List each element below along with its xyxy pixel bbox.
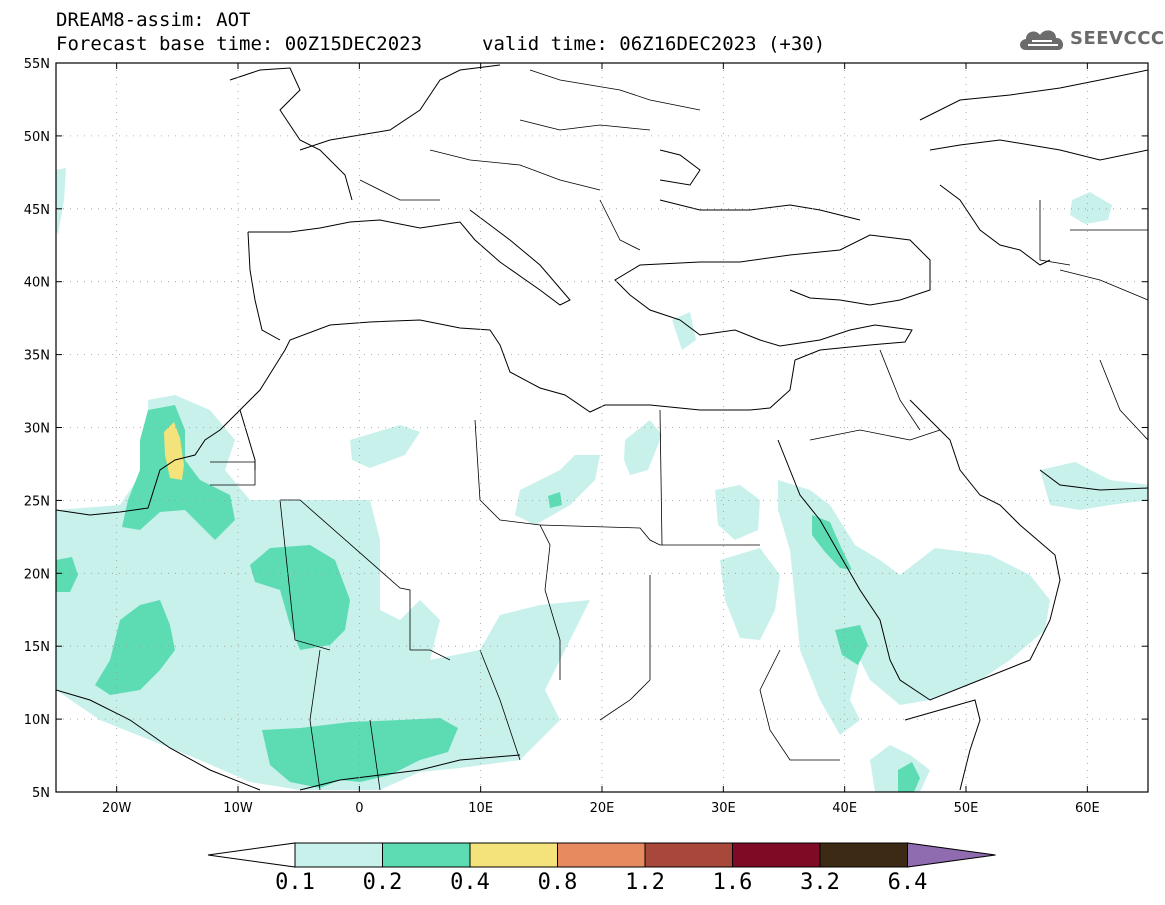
lat-label: 30N [24,422,50,437]
colorbar-label: 0.1 [275,870,315,895]
colorbar-arrow-high [907,842,996,868]
colorbar-swatch [644,842,733,868]
colorbar-label: 0.8 [538,870,578,895]
logo-text: SEEVCCC [1070,28,1165,49]
lat-label: 45N [24,203,50,218]
colorbar-labels: 0.1 0.2 0.4 0.8 1.2 1.6 3.2 6.4 [275,870,927,895]
seevccc-logo: SEEVCCC [1018,24,1164,56]
lon-label: 30E [711,801,736,816]
aot-level-0.4 [164,422,184,480]
cloud-icon [1020,30,1064,50]
lon-label: 0 [355,801,363,816]
lat-label: 10N [24,713,50,728]
map-frame [55,62,1149,793]
aot-level-0.1 [56,168,1148,792]
map-title: DREAM8-assim: AOT [56,9,251,31]
lat-label: 55N [24,57,50,72]
lon-label: 20E [590,801,615,816]
latitude-labels: 55N 50N 45N 40N 35N 30N 25N 20N 15N 10N 5N [24,57,50,801]
lon-label: 20W [102,801,132,816]
lat-label: 20N [24,567,50,582]
lon-label: 50E [954,801,979,816]
lon-label: 40E [832,801,857,816]
lat-label: 25N [24,494,50,509]
colorbar-label: 0.2 [363,870,403,895]
lon-label: 10W [223,801,253,816]
lat-label: 15N [24,640,50,655]
lat-label: 50N [24,130,50,145]
colorbar-swatch [819,842,908,868]
colorbar-swatch [382,842,471,868]
colorbar-swatch [732,842,821,868]
lat-label: 35N [24,349,50,364]
aot-field [56,168,1148,792]
graticule [56,62,1148,793]
colorbar-label: 1.6 [713,870,753,895]
colorbar-arrow-low [207,842,296,868]
colorbar-swatch [557,842,646,868]
longitude-labels: 20W 10W 0 10E 20E 30E 40E 50E 60E [102,801,1100,816]
forecast-base-time: Forecast base time: 00Z15DEC2023 [56,33,423,55]
lon-label: 10E [468,801,493,816]
colorbar-label: 6.4 [888,870,928,895]
colorbar-label: 3.2 [800,870,840,895]
valid-time: valid time: 06Z16DEC2023 (+30) [482,33,826,55]
colorbar-swatch [294,842,383,868]
colorbar-label: 0.4 [450,870,490,895]
colorbar-label: 1.2 [625,870,665,895]
colorbar [207,842,996,868]
country-borders [210,69,1148,791]
lon-label: 60E [1075,801,1100,816]
coastlines [56,64,1148,791]
lat-label: 40N [24,276,50,291]
aot-level-0.2 [56,405,920,792]
colorbar-swatch [469,842,558,868]
lat-label: 5N [32,786,50,801]
